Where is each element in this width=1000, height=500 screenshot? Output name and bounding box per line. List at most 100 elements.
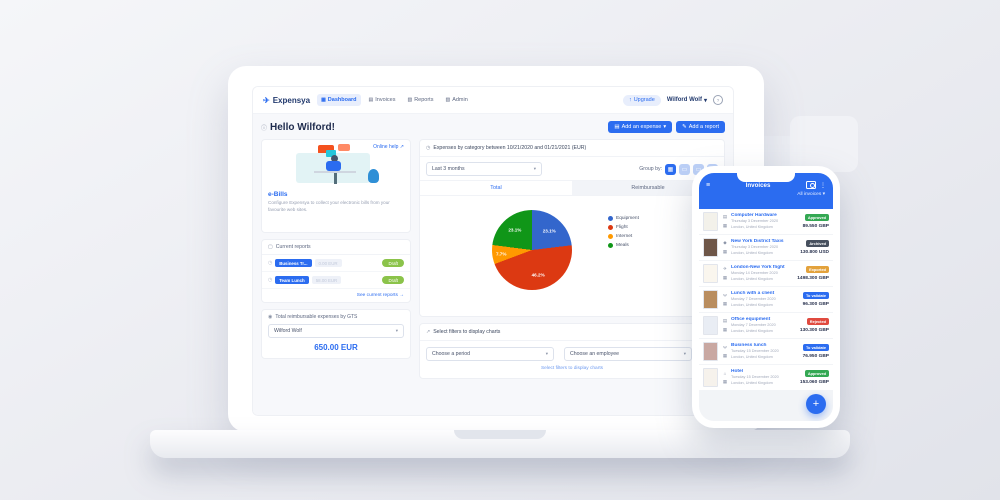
reimbursable-card: ◉ Total reimbursable expenses by GTS Wil… [261, 309, 411, 359]
invoice-list-item[interactable]: ▤ ▦ Computer Hardware Thursday 3 Decembe… [699, 209, 833, 234]
period-select[interactable]: Last 3 months ▾ [426, 162, 542, 176]
invoice-list-item[interactable]: ⌂ ▦ Hotel Tuesday 15 December 2020 Londo… [699, 365, 833, 390]
invoice-list-item[interactable]: Ψ ▦ Business lunch Tuesday 15 December 2… [699, 339, 833, 364]
invoice-list-item[interactable]: ▤ ▦ Office equipment Monday 7 December 2… [699, 313, 833, 338]
right-column: ◷ Expenses by category between 10/21/202… [419, 139, 725, 379]
tab-total[interactable]: Total [420, 181, 572, 195]
group-by-grid-button[interactable]: ▦ [665, 163, 676, 175]
invoice-location: London, United Kingdom [731, 355, 773, 359]
invoice-list-item[interactable]: Ψ ▦ Lunch with a client Monday 7 Decembe… [699, 287, 833, 312]
report-row[interactable]: ◷ Team Lunch 58.00 EUR Draft [262, 272, 410, 289]
invoice-date: Monday 14 December 2020 [731, 271, 778, 276]
nav-item-admin[interactable]: ▨ Admin [441, 94, 471, 106]
filters-title: ↗ Select filters to display charts [420, 324, 724, 341]
employee-select[interactable]: Wilford Wolf ▾ [268, 324, 404, 338]
info-icon: ⓘ [261, 125, 268, 132]
add-invoice-fab[interactable]: + [806, 394, 826, 414]
hero-row: ⓘ Hello Wilford! ▤ Add an expense ▾ ✎ Ad… [261, 121, 725, 133]
chart-tabs: Total Reimbursable [420, 180, 724, 196]
status-badge: Rejected [806, 318, 829, 325]
pie-slice-label: 23.1% [508, 227, 522, 233]
chevron-down-icon: ▾ [533, 166, 536, 171]
expense-icon: ▤ [614, 124, 620, 130]
category-icon: ◆ [723, 240, 727, 245]
help-icon[interactable]: ? [713, 95, 723, 105]
nav-item-invoices[interactable]: ▤ Invoices [365, 94, 400, 106]
legend-dot [608, 216, 613, 221]
invoice-title: Lunch with a client [731, 291, 775, 297]
group-by-cardwide-button[interactable]: ▭ [693, 163, 704, 175]
camera-icon[interactable] [806, 181, 816, 189]
phone-page-title: Invoices [745, 181, 771, 189]
chart-title: ◷ Expenses by category between 10/21/202… [420, 140, 724, 157]
line-chart-icon: ↗ [426, 329, 431, 335]
filters-hint: Select filters to display charts [540, 366, 604, 371]
invoice-title: Hotel [731, 369, 743, 375]
filters-card: ↗ Select filters to display charts Choos… [419, 323, 725, 379]
nav-item-dashboard[interactable]: ▦ Dashboard [317, 94, 361, 106]
calendar-icon: ▦ [722, 378, 728, 384]
category-icon: Ψ [723, 344, 727, 350]
invoice-location: London, United Kingdom [731, 381, 773, 385]
add-expense-button[interactable]: ▤ Add an expense ▾ [608, 121, 673, 133]
invoice-list: ▤ ▦ Computer Hardware Thursday 3 Decembe… [699, 209, 833, 421]
invoice-title: Office equipment [731, 317, 771, 323]
background-decoration [790, 116, 858, 172]
invoice-list-item[interactable]: ✈ ▦ London-New York flight Monday 14 Dec… [699, 261, 833, 286]
legend-item: Flight [608, 225, 639, 230]
legend-dot [608, 243, 613, 248]
expensya-brand[interactable]: ✈ Expensya [263, 96, 310, 105]
main-nav: ▦ Dashboard ▤ Invoices ▧ Reports ▨ Admin [317, 94, 472, 106]
user-menu[interactable]: Wilford Wolf ▾ [667, 97, 707, 104]
phone-notch [737, 173, 795, 182]
chevron-down-icon: ▾ [663, 124, 667, 130]
invoice-thumbnail [703, 342, 718, 361]
legend-label: Internet [616, 234, 633, 239]
invoice-date: Monday 7 December 2020 [731, 297, 776, 302]
laptop-screen: ✈ Expensya ▦ Dashboard ▤ Invoices ▧ Repo… [252, 86, 734, 416]
ebills-description: Configure Expensya to collect your elect… [268, 200, 390, 212]
group-by-card-button[interactable]: ▭ [679, 163, 690, 175]
invoice-thumbnail [703, 290, 718, 309]
reports-icon: ▢ [268, 244, 273, 250]
choose-period-select[interactable]: Choose a period ▾ [426, 347, 554, 361]
kebab-menu-icon[interactable]: ⋮ [820, 182, 826, 189]
phone-mockup: ≡ Invoices ⋮ All invoices ▾ ▤ ▦ Computer… [692, 166, 840, 428]
invoice-filter-dropdown[interactable]: All invoices ▾ [797, 192, 825, 197]
online-help-link[interactable]: Online help ↗ [373, 144, 404, 150]
invoice-title: Computer Hardware [731, 213, 777, 219]
invoice-date: Thursday 3 December 2020 [731, 219, 779, 224]
phone-app-header: ≡ Invoices ⋮ All invoices ▾ [699, 173, 833, 209]
calendar-icon: ▦ [722, 352, 728, 358]
report-row[interactable]: ◷ Business Tr... 0.00 EUR Draft [262, 255, 410, 272]
nav-item-label: Dashboard [327, 97, 357, 103]
report-amount-badge: 58.00 EUR [311, 276, 342, 284]
invoice-thumbnail [703, 264, 718, 283]
ebills-card: Online help ↗ [261, 139, 411, 233]
invoice-location: London, United Kingdom [731, 251, 773, 255]
category-icon: ⌂ [723, 370, 727, 376]
clock-icon: ◷ [268, 260, 273, 266]
see-current-reports-link[interactable]: See current reports → [356, 293, 404, 298]
tab-reimbursable[interactable]: Reimbursable [631, 185, 665, 191]
calendar-icon: ▦ [722, 275, 728, 280]
invoice-title: London-New York flight [731, 265, 785, 271]
nav-item-reports[interactable]: ▧ Reports [403, 94, 437, 106]
clock-icon: ◷ [268, 277, 273, 283]
invoice-amount: 153.060 GBP [799, 380, 829, 385]
dashboard-content: ⓘ Hello Wilford! ▤ Add an expense ▾ ✎ Ad… [253, 114, 733, 415]
upgrade-icon: ↑ [628, 97, 632, 103]
ebills-illustration [268, 144, 404, 188]
hamburger-menu-icon[interactable]: ≡ [706, 181, 711, 189]
add-report-button[interactable]: ✎ Add a report [676, 121, 725, 133]
invoice-list-item[interactable]: ◆ ▦ New York District Taxis Thursday 3 D… [699, 235, 833, 260]
status-badge: Approved [804, 214, 829, 221]
pie-slice-label: 7.7% [495, 251, 507, 257]
upgrade-button[interactable]: ↑ Upgrade [622, 94, 661, 106]
chevron-down-icon: ▾ [395, 328, 398, 333]
choose-employee-select[interactable]: Choose an employee ▾ [564, 347, 692, 361]
hero-actions: ▤ Add an expense ▾ ✎ Add a report [608, 121, 725, 133]
chevron-down-icon: ▾ [545, 351, 548, 356]
page-title: Hello Wilford! [270, 121, 335, 133]
